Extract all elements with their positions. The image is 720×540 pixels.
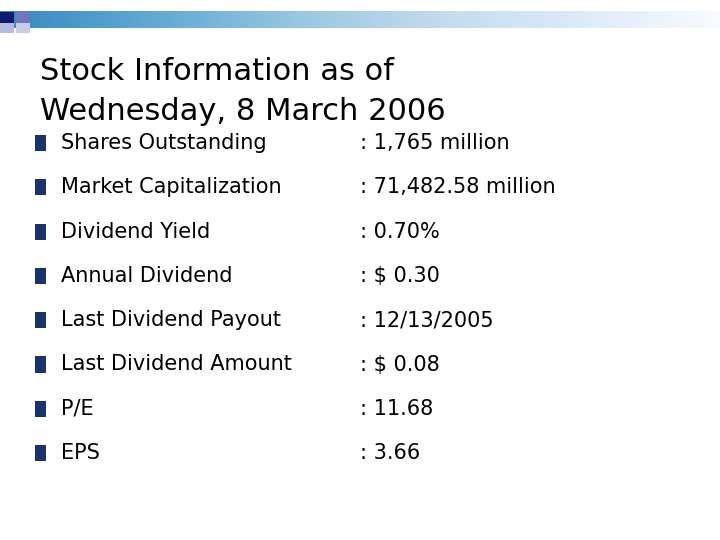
Text: Dividend Yield: Dividend Yield (61, 221, 210, 242)
Text: : 3.66: : 3.66 (360, 443, 420, 463)
Bar (0, 23, 14, 33)
Text: Shares Outstanding: Shares Outstanding (61, 133, 267, 153)
Bar (35, 312, 46, 328)
Text: : 0.70%: : 0.70% (360, 221, 440, 242)
Text: Market Capitalization: Market Capitalization (61, 177, 282, 198)
Bar (35, 179, 46, 195)
Text: P/E: P/E (61, 399, 94, 419)
Text: EPS: EPS (61, 443, 100, 463)
Bar (35, 268, 46, 284)
Text: : 1,765 million: : 1,765 million (360, 133, 510, 153)
Bar (16, 23, 30, 33)
Text: Annual Dividend: Annual Dividend (61, 266, 233, 286)
Bar (35, 445, 46, 461)
Bar (35, 401, 46, 417)
Text: Wednesday, 8 March 2006: Wednesday, 8 March 2006 (40, 97, 445, 126)
Bar (35, 356, 46, 373)
Text: : 12/13/2005: : 12/13/2005 (360, 310, 494, 330)
Text: : $ 0.30: : $ 0.30 (360, 266, 440, 286)
Text: Last Dividend Payout: Last Dividend Payout (61, 310, 282, 330)
Text: : $ 0.08: : $ 0.08 (360, 354, 440, 375)
Text: Last Dividend Amount: Last Dividend Amount (61, 354, 292, 375)
Text: : 11.68: : 11.68 (360, 399, 433, 419)
Bar (35, 224, 46, 240)
Text: : 71,482.58 million: : 71,482.58 million (360, 177, 556, 198)
Bar (0, 12, 14, 23)
Text: Stock Information as of: Stock Information as of (40, 57, 393, 86)
Bar (35, 135, 46, 151)
Bar (16, 12, 30, 23)
